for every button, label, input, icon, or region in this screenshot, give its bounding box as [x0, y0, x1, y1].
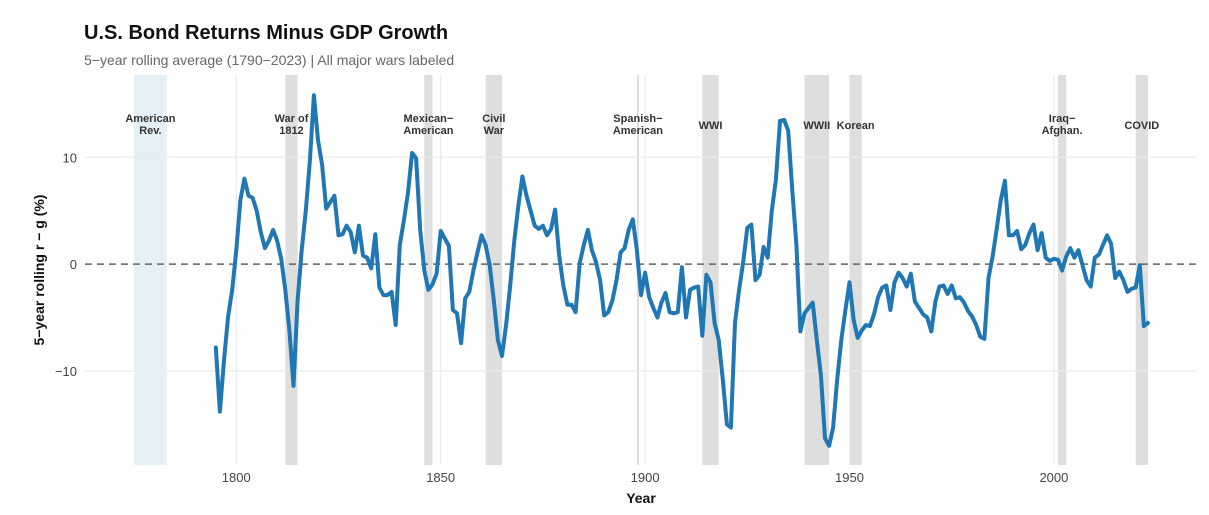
chart-title: U.S. Bond Returns Minus GDP Growth [84, 22, 448, 44]
x-tick-label: 1800 [222, 470, 251, 485]
tick-labels: 1800 1850 1900 1950 2000 −10 0 10 [55, 150, 1068, 485]
war-band [134, 75, 167, 465]
y-tick-label: 10 [63, 150, 77, 165]
y-axis-label: 5−year rolling r − g (%) [31, 195, 47, 346]
war-label: War [484, 125, 505, 137]
war-label: 1812 [279, 125, 303, 137]
series-line [213, 93, 1150, 448]
y-tick-label: 0 [70, 257, 77, 272]
war-band [424, 75, 433, 465]
war-label: Rev. [139, 125, 161, 137]
war-label: COVID [1124, 120, 1159, 132]
war-band [485, 75, 502, 465]
x-tick-label: 2000 [1039, 470, 1068, 485]
chart-subtitle: 5−year rolling average (1790−2023) | All… [84, 52, 454, 68]
war-label: Mexican− [403, 113, 453, 125]
war-label: Spanish− [613, 113, 662, 125]
war-label: Korean [837, 120, 875, 132]
war-label: Civil [482, 113, 505, 125]
war-band [702, 75, 719, 465]
war-label: WWII [803, 120, 830, 132]
war-label: American [403, 125, 453, 137]
war-label: American [125, 113, 175, 125]
gridlines [85, 75, 1197, 465]
war-band [849, 75, 862, 465]
x-tick-label: 1950 [835, 470, 864, 485]
series [213, 93, 1150, 448]
x-tick-label: 1900 [631, 470, 660, 485]
war-label: WWI [699, 120, 723, 132]
war-band [804, 75, 830, 465]
x-axis-label: Year [626, 490, 656, 506]
war-label: Iraq− [1049, 113, 1076, 125]
y-tick-label: −10 [55, 364, 77, 379]
war-label: American [613, 125, 663, 137]
x-tick-label: 1850 [426, 470, 455, 485]
war-label: War of [275, 113, 309, 125]
war-label: Afghan. [1042, 125, 1083, 137]
